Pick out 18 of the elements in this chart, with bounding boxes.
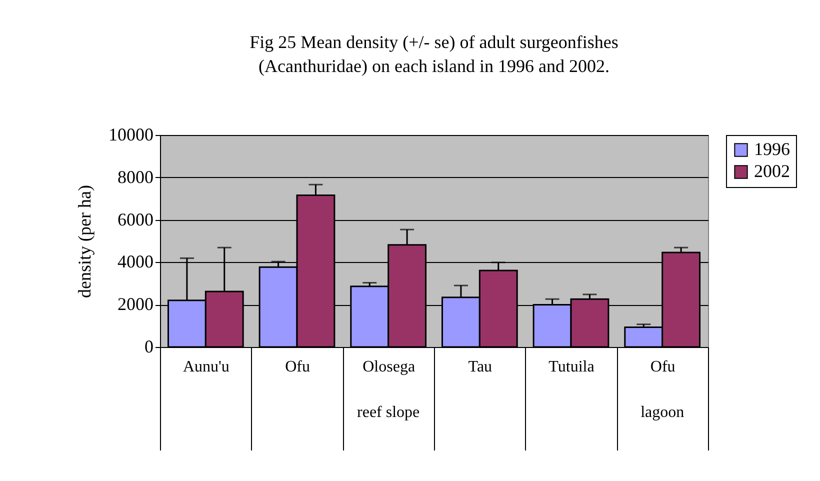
x-tick-label: Ofu	[285, 358, 310, 376]
text: lagoon	[640, 404, 684, 421]
legend-label: 2002	[754, 161, 790, 181]
y-tick-label: 0	[144, 336, 154, 356]
y-tick-label: 2000	[118, 294, 154, 314]
x-tick-label: Tau	[468, 358, 492, 376]
y-axis-title: density (per ha)	[74, 185, 94, 298]
y-tick-label: 8000	[118, 166, 154, 187]
x-tick-label: Olosega	[362, 358, 416, 376]
y-tick-label: 10000	[108, 124, 154, 144]
x-tick-label: Aunu'u	[182, 358, 230, 376]
x-tick-label: Ofu	[650, 358, 676, 376]
y-tick-label: 4000	[118, 252, 154, 272]
legend-label: 1996	[754, 139, 790, 159]
chart-title: Fig 25 Mean density (+/- se) of adult surgeonfishes (Acanthuridae) on each island in 1996 and 2002.	[250, 32, 618, 76]
x-tick-label: Tutuila	[548, 358, 594, 376]
y-tick-label: 6000	[118, 209, 154, 230]
text: reef slope	[357, 404, 420, 421]
